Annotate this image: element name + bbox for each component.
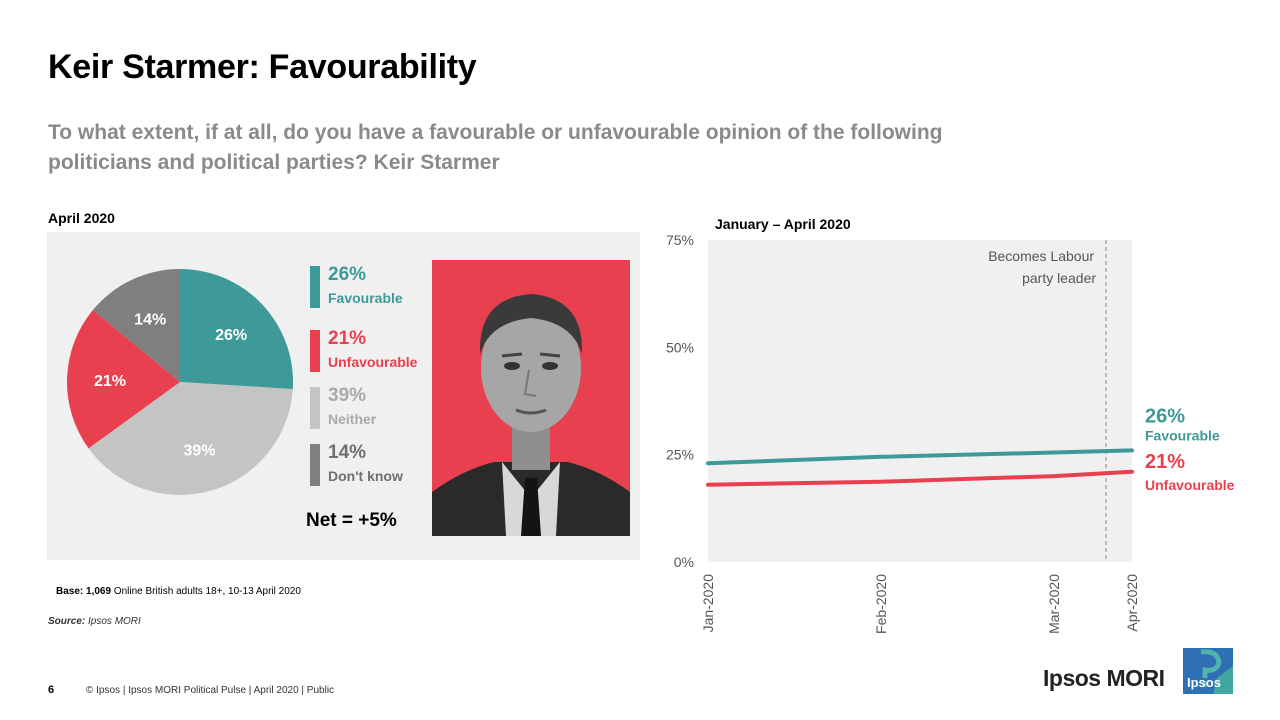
series-end-value: 21%: [1145, 451, 1185, 473]
legend-pct: 39%: [328, 385, 367, 406]
y-tick-label: 50%: [666, 339, 694, 355]
legend-dont-know: 14% Don't know: [310, 442, 430, 488]
series-end-label: Unfavourable: [1145, 477, 1235, 493]
ipsos-logo: Ipsos: [1183, 648, 1233, 694]
series-line-unfavourable: [706, 469, 1134, 487]
legend-label: Neither: [328, 411, 377, 427]
net-score: Net = +5%: [306, 510, 397, 531]
page-number: 6: [48, 684, 55, 696]
pie-period-heading: April 2020: [48, 210, 115, 226]
source-label: Source:: [48, 616, 86, 627]
survey-question: To what extent, if at all, do you have a…: [48, 121, 943, 174]
series-end-value: 26%: [1145, 405, 1185, 427]
annotation-text: Becomes Labour: [988, 248, 1094, 264]
legend-swatch-dont-know: [310, 444, 320, 486]
brand-name: Ipsos MORI: [1043, 665, 1165, 691]
legend-favourable: 26% Favourable: [310, 264, 430, 310]
source-note: Source: Ipsos MORI: [48, 616, 141, 627]
page-title: Keir Starmer: Favourability: [48, 48, 477, 86]
pie-data-label: 21%: [94, 373, 126, 390]
x-tick-label: Feb-2020: [873, 574, 889, 634]
legend-pct: 14%: [328, 442, 367, 463]
y-tick-label: 25%: [666, 447, 694, 463]
legend-label: Favourable: [328, 290, 403, 306]
legend-swatch-unfavourable: [310, 330, 320, 372]
plot-area: [708, 240, 1132, 562]
base-text: Online British adults 18+, 10-13 April 2…: [111, 586, 301, 597]
source-text: Ipsos MORI: [85, 616, 141, 627]
footer-text: © Ipsos | Ipsos MORI Political Pulse | A…: [86, 685, 335, 696]
legend-unfavourable: 21% Unfavourable: [310, 328, 430, 374]
base-note: Base: 1,069 Online British adults 18+, 1…: [56, 586, 301, 597]
pie-data-label: 14%: [134, 312, 166, 329]
pie-data-label: 26%: [215, 327, 247, 344]
base-label: Base: 1,069: [56, 586, 112, 597]
line-chart: 0% 25% 50% 75% Jan-2020 Feb-2020 Mar-2020 Apr-2…: [666, 232, 1235, 634]
legend-label: Unfavourable: [328, 354, 418, 370]
series-line-favourable: [706, 448, 1134, 466]
portrait-illustration: [432, 294, 630, 536]
y-tick-label: 75%: [666, 232, 694, 248]
logo-text: Ipsos: [1187, 675, 1221, 690]
legend-pct: 21%: [328, 328, 367, 349]
x-tick-label: Apr-2020: [1124, 574, 1140, 632]
portrait-photo: [432, 260, 630, 536]
annotation-text: party leader: [1022, 270, 1096, 286]
line-period-heading: January – April 2020: [715, 216, 851, 232]
legend-label: Don't know: [328, 468, 403, 484]
pie-slice-neither: [88, 382, 293, 496]
x-tick-label: Jan-2020: [700, 574, 716, 633]
pie-chart: 26% 39% 21% 14%: [66, 269, 294, 496]
pie-slice-unfavourable: [66, 309, 180, 449]
logo-mark-icon: [1200, 649, 1233, 694]
y-tick-label: 0%: [674, 554, 694, 570]
legend-swatch-neither: [310, 387, 320, 429]
pie-slice-favourable: [180, 269, 294, 390]
legend-swatch-favourable: [310, 266, 320, 308]
pie-data-label: 39%: [183, 442, 215, 459]
legend-neither: 39% Neither: [310, 385, 430, 431]
legend-pct: 26%: [328, 264, 367, 285]
x-tick-label: Mar-2020: [1046, 574, 1062, 634]
pie-slice-dont-know: [92, 269, 180, 382]
series-end-label: Favourable: [1145, 427, 1220, 443]
